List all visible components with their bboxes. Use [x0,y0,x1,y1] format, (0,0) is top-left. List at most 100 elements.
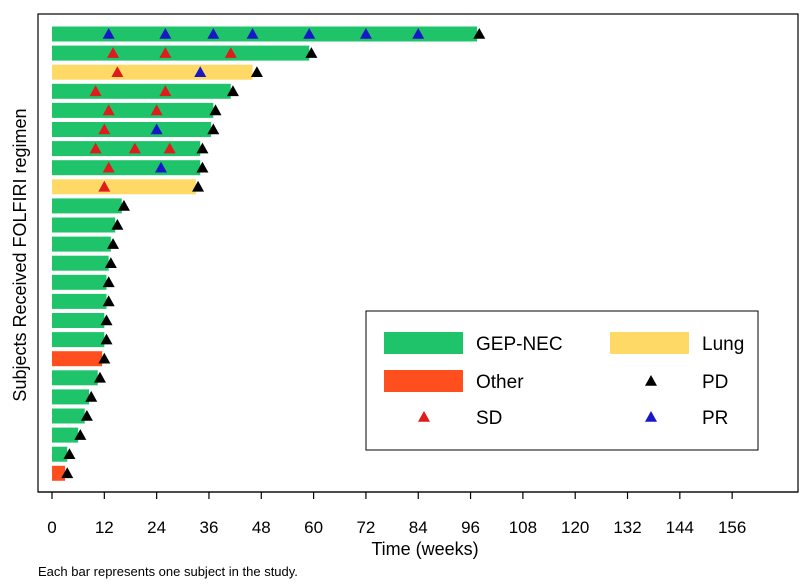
bars-layer [52,26,478,481]
pd-marker [93,371,106,383]
subject-bar [52,255,109,271]
pd-marker [196,142,209,154]
sd-marker [107,47,120,58]
pr-marker [194,66,207,77]
x-tick-label: 24 [147,518,166,537]
pd-marker [192,180,205,192]
pd-marker [63,448,76,459]
legend-label-lung: Lung [702,334,744,355]
x-tick-label: 120 [561,518,589,537]
pr-marker [412,28,425,39]
legend-label-other: Other [476,372,524,393]
x-tick-label: 60 [304,518,323,537]
sd-marker [111,66,124,77]
subject-bar [52,217,116,233]
x-tick-label: 132 [613,518,641,537]
pd-marker [473,28,486,39]
legend-swatch-gep-nec [384,332,463,354]
sd-marker [89,85,102,97]
pr-marker [246,28,259,39]
pd-marker [107,238,120,249]
subject-bar [52,198,122,214]
legend-label-gep-nec: GEP-NEC [476,334,563,355]
subject-bar [52,141,201,157]
pd-marker [102,295,115,307]
pr-marker [159,28,172,39]
legend: GEP-NEC Lung Other PD SD PR [365,310,759,451]
legend-label-pd: PD [702,372,728,393]
legend-marker-pr [645,411,657,422]
x-axis-label: Time (weeks) [371,539,478,559]
pd-marker [104,257,117,268]
markers-layer [61,28,486,479]
subject-bar [52,446,68,462]
pr-marker [359,28,372,39]
subject-bar [52,236,111,252]
x-axis: 0 12 24 36 48 60 72 84 96 108 120 132 144 156 [38,491,798,537]
pd-marker [61,467,74,479]
sd-marker [98,123,111,135]
x-tick-label: 72 [356,518,375,537]
subject-bar [52,332,105,348]
sd-marker [89,142,102,154]
subject-bar [52,179,196,195]
subject-bar [52,408,85,424]
pd-marker [250,66,263,77]
subject-bar [52,26,478,42]
pd-marker [111,219,124,230]
x-tick-label: 84 [409,518,428,537]
subject-bar [52,45,310,61]
pr-marker [150,123,163,135]
pd-marker [85,390,98,402]
subject-bar [52,64,253,80]
x-tick-label: 48 [252,518,271,537]
x-tick-label: 36 [199,518,218,537]
subject-bar [52,274,107,290]
pd-marker [102,276,115,288]
sd-marker [224,47,237,58]
subject-bar [52,102,214,118]
x-tick-label: 108 [509,518,537,537]
sd-marker [150,104,163,116]
subject-bar [52,465,66,481]
pd-marker [80,410,93,421]
pd-marker [100,314,113,326]
pr-marker [303,28,316,39]
x-tick-label: 96 [461,518,480,537]
x-tick-label: 0 [47,518,56,537]
subject-bar [52,83,231,99]
sd-marker [159,47,172,58]
subject-bar [52,427,79,443]
legend-label-sd: SD [476,408,502,429]
pd-marker [117,199,130,211]
sd-marker [163,142,176,154]
subject-bar [52,389,90,405]
legend-marker-sd [418,411,430,422]
pd-marker [98,352,111,364]
sd-marker [102,161,115,173]
sd-marker [159,85,172,97]
sd-marker [128,142,141,154]
sd-marker [98,180,111,192]
x-tick-label: 144 [666,518,694,537]
pr-marker [207,28,220,39]
legend-swatch-lung [610,332,689,354]
legend-swatch-other [384,370,463,392]
pd-marker [226,85,239,97]
subject-bar [52,351,103,367]
subject-bar [52,122,212,137]
footnote: Each bar represents one subject in the s… [38,564,298,579]
pd-marker [196,161,209,173]
pd-marker [207,123,220,135]
y-axis-label: Subjects Received FOLFIRI regimen [10,108,30,401]
subject-bar [52,160,201,176]
sd-marker [102,104,115,116]
pd-marker [305,47,318,58]
subject-bar [52,370,98,386]
pr-marker [102,28,115,39]
x-tick-label: 12 [95,518,114,537]
pd-marker [100,333,113,345]
subject-bar [52,313,105,328]
